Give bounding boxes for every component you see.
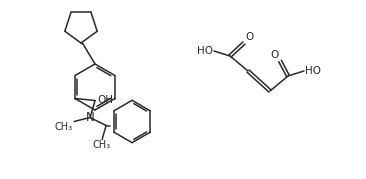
Text: HO: HO bbox=[305, 66, 321, 76]
Text: N: N bbox=[86, 111, 94, 124]
Text: O: O bbox=[245, 32, 253, 42]
Text: CH₃: CH₃ bbox=[92, 141, 110, 151]
Text: HO: HO bbox=[197, 46, 213, 56]
Text: CH₃: CH₃ bbox=[55, 122, 73, 132]
Text: O: O bbox=[271, 50, 279, 60]
Text: OH: OH bbox=[97, 95, 113, 105]
